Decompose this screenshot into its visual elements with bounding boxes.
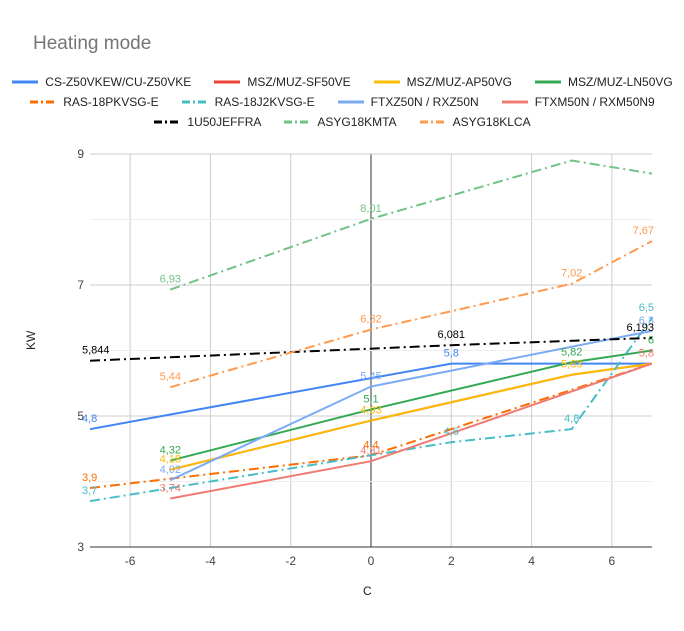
x-tick-label: -2 — [285, 554, 296, 568]
legend-item: 1U50JEFFRA — [153, 115, 261, 129]
legend-swatch — [30, 100, 57, 104]
legend-swatch — [12, 80, 39, 84]
legend-label: RAS-18J2KVSG-E — [214, 95, 315, 109]
legend-item: MSZ/MUZ-SF50VE — [213, 75, 351, 89]
data-label: 4,8 — [564, 413, 579, 425]
data-label: 7,02 — [561, 268, 582, 280]
data-label: 6 — [648, 335, 654, 347]
legend-item: ASYG18KMTA — [283, 115, 397, 129]
data-label: 5,1 — [363, 393, 378, 405]
legend-swatch — [181, 100, 208, 104]
x-tick-label: 0 — [368, 554, 375, 568]
data-label: 4,31 — [360, 445, 381, 457]
legend-item: RAS-18PKVSG-E — [29, 95, 159, 109]
data-label: 5,8 — [444, 348, 459, 360]
legend-row: RAS-18PKVSG-E RAS-18J2KVSG-E FTXZ50N / RXZ… — [0, 92, 684, 112]
data-label: 4,6 — [444, 426, 459, 438]
legend-label: 1U50JEFFRA — [187, 115, 262, 129]
data-label: 6,193 — [626, 322, 654, 334]
series-line — [90, 317, 652, 503]
series-line — [169, 329, 652, 482]
legend-item: MSZ/MUZ-LN50VG — [534, 75, 673, 89]
data-label: 6,5 — [639, 302, 654, 314]
legend-item: CS-Z50VKEW/CU-Z50VKE — [11, 75, 191, 89]
legend-swatch — [214, 80, 241, 84]
series-line — [90, 362, 652, 431]
series-line — [169, 159, 652, 291]
data-label: 5,8 — [639, 348, 654, 360]
legend-label: MSZ/MUZ-AP50VG — [406, 75, 513, 89]
x-tick-label: -4 — [205, 554, 216, 568]
legend-label: RAS-18PKVSG-E — [63, 95, 159, 109]
series-line — [170, 240, 652, 389]
legend-label: ASYG18KMTA — [317, 115, 397, 129]
legend-swatch — [284, 120, 311, 124]
legend-label: MSZ/MUZ-LN50VG — [568, 75, 673, 89]
legend-swatch — [419, 120, 446, 124]
legend-item: ASYG18KLCA — [419, 115, 531, 129]
legend-row: CS-Z50VKEW/CU-Z50VKE MSZ/MUZ-SF50VE MSZ/MU… — [0, 72, 684, 92]
legend-label: FTXM50N / RXM50N9 — [534, 95, 655, 109]
data-label: 3,7 — [82, 485, 97, 497]
chart-title: Heating mode — [33, 33, 152, 54]
series-line — [170, 362, 652, 471]
x-tick-label: -6 — [125, 554, 136, 568]
legend-label: MSZ/MUZ-SF50VE — [247, 75, 351, 89]
data-label: 4,02 — [160, 464, 181, 476]
data-label: 5,45 — [360, 371, 381, 383]
legend-label: FTXZ50N / RXZ50N — [370, 95, 479, 109]
x-tick-label: 2 — [448, 554, 455, 568]
legend-swatch — [535, 80, 562, 84]
data-label: 6,32 — [360, 314, 381, 326]
data-label: 4,93 — [360, 405, 381, 417]
legend-swatch — [154, 120, 181, 124]
data-label: 5,44 — [160, 371, 181, 383]
data-label: 5,82 — [561, 346, 582, 358]
y-axis-label: KW — [24, 330, 38, 350]
data-label: 8,01 — [360, 203, 381, 215]
legend-item: FTXM50N / RXM50N9 — [501, 95, 655, 109]
data-label: 6,93 — [160, 274, 181, 286]
data-label: 4,32 — [160, 445, 181, 457]
data-label: 3,74 — [160, 483, 181, 495]
legend-item: RAS-18J2KVSG-E — [181, 95, 315, 109]
data-label: 6,081 — [438, 329, 466, 341]
legend-swatch — [373, 80, 400, 84]
y-tick-label: 9 — [77, 147, 84, 161]
legend: CS-Z50VKEW/CU-Z50VKE MSZ/MUZ-SF50VE MSZ/MU… — [0, 72, 684, 132]
legend-label: ASYG18KLCA — [452, 115, 531, 129]
x-tick-label: 4 — [528, 554, 535, 568]
legend-label: CS-Z50VKEW/CU-Z50VKE — [45, 75, 192, 89]
legend-item: FTXZ50N / RXZ50N — [337, 95, 479, 109]
series-line — [170, 349, 652, 462]
data-label: 4,8 — [82, 413, 97, 425]
data-label: 4,18 — [160, 454, 181, 466]
x-axis-label: C — [363, 584, 372, 598]
legend-swatch — [501, 100, 528, 104]
data-label: 7,67 — [633, 225, 654, 237]
data-label: 3,9 — [82, 472, 97, 484]
data-label: 5,63 — [561, 359, 582, 371]
data-label: 6,3 — [639, 315, 654, 327]
y-tick-label: 7 — [77, 278, 84, 292]
legend-swatch — [337, 100, 364, 104]
series-line — [170, 362, 652, 500]
data-label: 4,4 — [363, 439, 378, 451]
series-line — [90, 336, 652, 362]
y-tick-label: 5 — [77, 409, 84, 423]
legend-item: MSZ/MUZ-AP50VG — [373, 75, 512, 89]
data-label: 5,844 — [82, 345, 110, 357]
x-tick-label: 6 — [609, 554, 616, 568]
legend-row: 1U50JEFFRA ASYG18KMTA ASYG18KLCA — [0, 112, 684, 132]
y-tick-label: 3 — [77, 540, 84, 554]
